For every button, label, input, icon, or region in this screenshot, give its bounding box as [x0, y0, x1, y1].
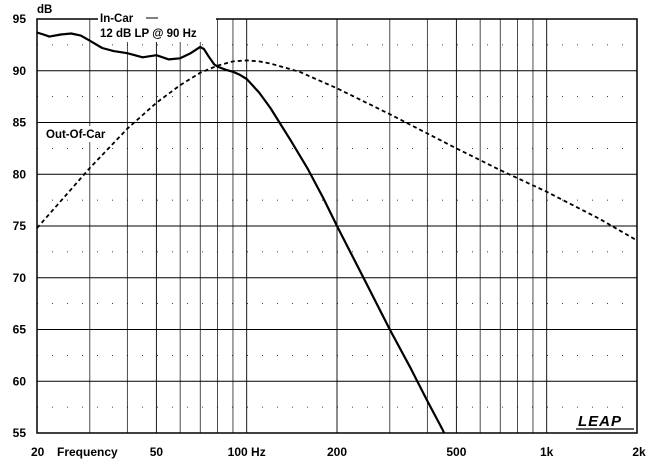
out-of-car-legend-label: Out-Of-Car	[46, 129, 106, 141]
y-tick-label: 80	[13, 167, 27, 181]
labels: 55 60 65 70 75 80 85 90 95 20 50 100 Hz 200 500 1k 2k	[13, 12, 646, 459]
y-tick-label: 65	[13, 323, 27, 337]
x-tick-label: 100 Hz	[228, 445, 266, 459]
brand-logo: LEAP	[578, 413, 622, 430]
x-tick-label: 50	[150, 445, 164, 459]
x-tick-label: 2k	[632, 445, 646, 459]
in-car-subtitle: 12 dB LP @ 90 Hz	[100, 28, 197, 40]
in-car-label-bg	[98, 12, 216, 42]
y-tick-label: 90	[13, 64, 27, 78]
x-tick-label: 200	[327, 445, 347, 459]
y-tick-label: 75	[13, 219, 27, 233]
x-tick-label: 500	[446, 445, 466, 459]
plot-frame	[36, 18, 638, 434]
in-car-legend-label: In-Car	[100, 13, 134, 25]
y-axis-label: dB	[37, 4, 52, 16]
curves	[37, 31, 637, 433]
x-axis-label: Frequency	[57, 445, 118, 459]
y-tick-label: 60	[13, 374, 27, 388]
y-tick-label: 55	[13, 426, 27, 440]
y-tick-label: 85	[13, 116, 27, 130]
y-tick-label: 95	[13, 12, 27, 26]
brand-logo-bg	[574, 410, 636, 432]
y-tick-label: 70	[13, 271, 27, 285]
out-of-car-curve	[37, 59, 637, 242]
x-tick-label: 1k	[540, 445, 554, 459]
x-tick-label: 20	[31, 445, 45, 459]
out-of-car-label-bg	[44, 126, 106, 142]
in-car-curve	[37, 31, 446, 433]
